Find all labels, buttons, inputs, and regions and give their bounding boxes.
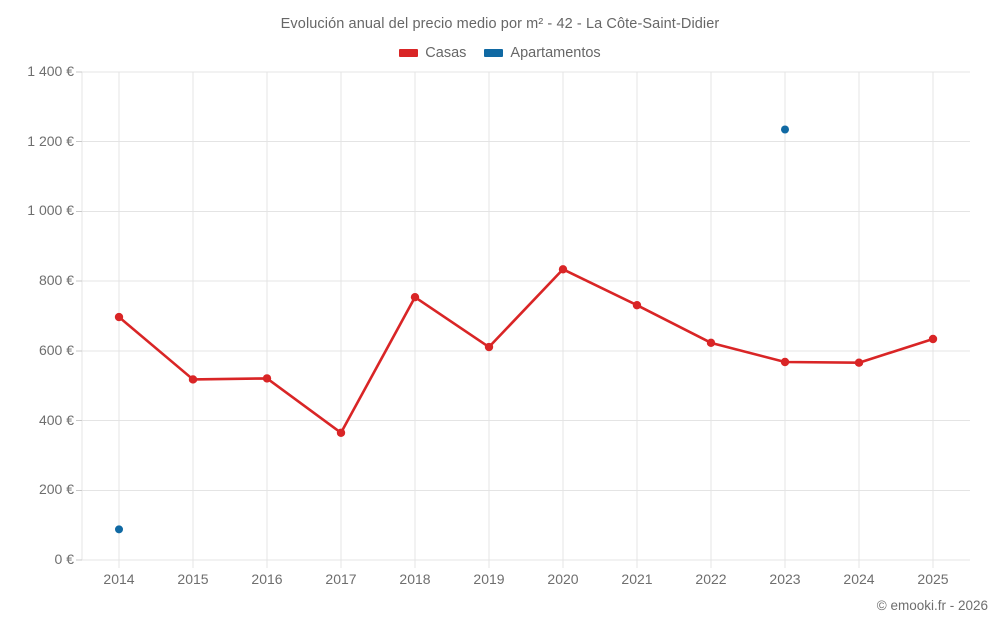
x-axis-tick-label: 2022 <box>695 571 727 587</box>
series-line-casas <box>117 267 935 435</box>
x-axis-tick-label: 2021 <box>621 571 653 587</box>
data-point[interactable] <box>115 525 123 534</box>
legend-swatch-casas <box>399 49 419 57</box>
data-point[interactable] <box>632 300 642 310</box>
y-axis-tick-label: 200 € <box>38 481 74 498</box>
chart-title: Evolución anual del precio medio por m² … <box>280 16 720 32</box>
legend-label-casas: Casas <box>425 45 467 61</box>
y-axis-tick-label: 0 € <box>54 551 74 567</box>
legend-label-apartamentos: Apartamentos <box>510 45 601 61</box>
x-axis-tick-label: 2025 <box>917 571 949 587</box>
legend-item-casas[interactable]: Casas <box>399 45 466 61</box>
data-point[interactable] <box>781 125 789 134</box>
y-axis-tick-label: 800 € <box>38 272 74 289</box>
data-point[interactable] <box>262 374 272 383</box>
legend-swatch-apartamentos <box>484 49 504 57</box>
data-point[interactable] <box>780 357 790 367</box>
data-point[interactable] <box>854 358 864 367</box>
data-point[interactable] <box>336 428 346 437</box>
x-axis-tick-label: 2019 <box>473 571 505 587</box>
data-point[interactable] <box>558 265 568 274</box>
credit-text: © emooki.fr - 2026 <box>876 598 988 613</box>
data-point[interactable] <box>706 338 716 348</box>
y-axis-tick-label: 400 € <box>38 411 74 428</box>
data-point[interactable] <box>410 292 420 302</box>
y-axis-tick-label: 1 200 € <box>27 132 74 149</box>
chart-legend: Casas Apartamentos <box>0 45 1000 61</box>
x-axis-tick-label: 2020 <box>547 571 579 587</box>
x-axis-tick-label: 2018 <box>399 571 431 587</box>
y-axis-tick-label: 600 € <box>38 341 74 358</box>
x-axis-tick-label: 2023 <box>769 571 801 587</box>
legend-item-apartamentos[interactable]: Apartamentos <box>484 45 601 61</box>
x-axis-tick-label: 2015 <box>177 571 209 587</box>
x-axis-tick-label: 2016 <box>251 571 283 587</box>
x-axis-tick-label: 2024 <box>843 571 875 587</box>
x-axis-tick-label: 2017 <box>325 571 357 587</box>
data-point[interactable] <box>928 334 938 344</box>
y-axis-tick-label: 1 000 € <box>27 202 74 219</box>
x-axis-tick-label: 2014 <box>103 571 135 587</box>
data-point[interactable] <box>114 312 124 322</box>
data-point[interactable] <box>188 375 198 384</box>
y-axis-tick-label: 1 400 € <box>27 63 74 79</box>
data-point[interactable] <box>484 342 494 352</box>
